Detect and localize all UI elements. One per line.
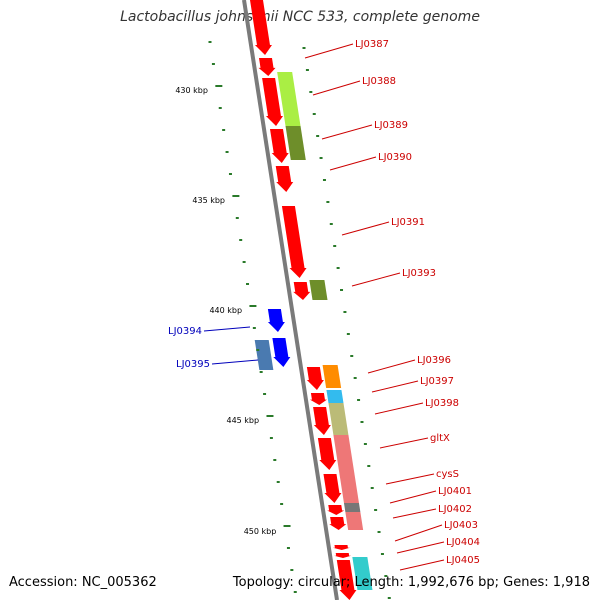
scale-tick-label: 430 kbp	[175, 86, 208, 95]
forward-cds-block	[313, 407, 331, 435]
cog-colored-block	[345, 512, 364, 530]
gene-leader-line	[374, 402, 424, 415]
gene-leader-line	[341, 221, 390, 236]
gene-leader-line	[203, 326, 251, 332]
cog-colored-block	[338, 470, 359, 503]
cog-colored-block	[254, 340, 274, 370]
gene-label-lj0389[interactable]: LJ0389	[374, 120, 408, 131]
gene-label-lj0391[interactable]: LJ0391	[391, 217, 425, 228]
gene-label-gltx[interactable]: gltX	[430, 433, 450, 444]
forward-cds-block	[306, 367, 324, 390]
forward-cds-block	[309, 393, 327, 405]
gene-label-lj0396[interactable]: LJ0396	[417, 355, 451, 366]
gene-label-lj0397[interactable]: LJ0397	[420, 376, 454, 387]
cog-colored-block	[328, 403, 349, 435]
cog-colored-block	[333, 435, 354, 470]
gene-label-lj0398[interactable]: LJ0398	[425, 398, 459, 409]
gene-leader-line	[396, 541, 445, 554]
gene-label-lj0402[interactable]: LJ0402	[438, 504, 472, 515]
map-title: Lactobacillus johnsonii NCC 533, complet…	[120, 9, 480, 25]
forward-cds-block	[293, 282, 311, 300]
gene-label-lj0395[interactable]: LJ0395	[176, 359, 210, 370]
scale-tick-label: 450 kbp	[244, 527, 277, 536]
cog-colored-block	[343, 503, 361, 512]
forward-cds-block	[334, 553, 352, 558]
gene-leader-line	[379, 437, 429, 449]
forward-cds-block	[327, 505, 345, 515]
forward-cds-block	[275, 166, 294, 192]
forward-cds-block	[269, 129, 289, 163]
gene-leader-line	[312, 80, 361, 96]
gene-label-lj0403[interactable]: LJ0403	[444, 520, 478, 531]
gene-leader-line	[211, 359, 259, 365]
gene-leader-line	[399, 559, 445, 571]
gene-label-lj0401[interactable]: LJ0401	[438, 486, 472, 497]
genome-summary-text: Topology: circular; Length: 1,992,676 bp…	[232, 575, 590, 590]
gene-label-lj0394[interactable]: LJ0394	[168, 326, 202, 337]
accession-text: Accession: NC_005362	[9, 575, 157, 590]
gene-leader-line	[329, 156, 377, 171]
gene-label-cyss[interactable]: cysS	[436, 469, 459, 480]
cog-colored-block	[277, 72, 301, 126]
gene-leader-line	[351, 272, 401, 287]
forward-cds-block	[332, 545, 350, 550]
gene-label-lj0387[interactable]: LJ0387	[355, 39, 389, 50]
cog-colored-block	[309, 280, 328, 300]
gene-leader-line	[392, 508, 437, 519]
scale-tick-label: 435 kbp	[192, 196, 225, 205]
cog-colored-block	[322, 365, 342, 388]
gene-leader-line	[389, 490, 437, 504]
scale-tick-label: 440 kbp	[209, 306, 242, 315]
reverse-cds-block	[272, 338, 291, 367]
cog-colored-block	[352, 557, 373, 590]
gene-label-lj0404[interactable]: LJ0404	[446, 537, 480, 548]
forward-cds-block	[281, 206, 307, 278]
gene-leader-line	[371, 380, 419, 393]
scale-tick-label: 445 kbp	[226, 416, 259, 425]
gene-label-lj0388[interactable]: LJ0388	[362, 76, 396, 87]
gene-leader-line	[321, 124, 373, 140]
gene-label-lj0405[interactable]: LJ0405	[446, 555, 480, 566]
cog-colored-block	[326, 390, 344, 403]
forward-cds-block	[258, 58, 276, 76]
forward-cds-block	[262, 78, 283, 126]
gene-leader-line	[304, 43, 354, 59]
reverse-cds-block	[267, 309, 285, 332]
cog-colored-block	[285, 126, 306, 160]
forward-cds-block	[323, 474, 342, 503]
forward-cds-block	[250, 0, 272, 55]
forward-cds-block	[317, 438, 337, 470]
gene-label-lj0390[interactable]: LJ0390	[378, 152, 412, 163]
gene-leader-line	[385, 473, 435, 485]
gene-leader-line	[394, 524, 443, 542]
forward-cds-block	[329, 517, 347, 530]
gene-label-lj0393[interactable]: LJ0393	[402, 268, 436, 279]
forward-cds-block	[336, 560, 357, 600]
gene-leader-line	[367, 359, 416, 374]
genome-backbone	[242, 0, 339, 600]
